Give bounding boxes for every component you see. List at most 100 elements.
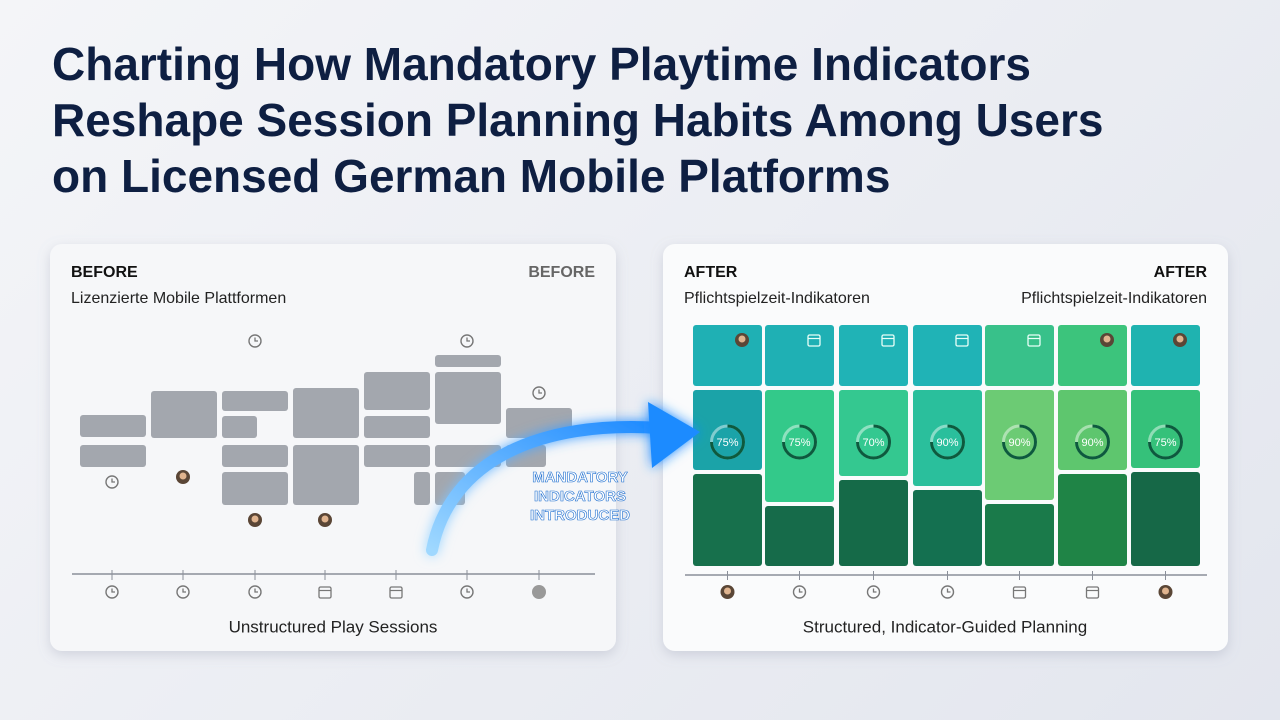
clock-hand — [111, 588, 115, 593]
after-blocks: 75% 75% 70% 90% 90% 90% 75% — [685, 325, 1207, 599]
session-block — [151, 391, 217, 438]
title-line: Charting How Mandatory Playtime Indicato… — [52, 38, 1031, 90]
before-blocks — [72, 334, 595, 599]
avatar-face — [251, 515, 259, 523]
panel-label: AFTER — [684, 264, 738, 281]
clock-icon — [105, 585, 119, 599]
panel-subtitle: Lizenzierte Mobile Plattformen — [71, 290, 286, 307]
plan-block — [1131, 390, 1200, 468]
calendar-icon — [807, 334, 821, 347]
avatar-face — [321, 515, 329, 523]
avatar-face — [179, 472, 187, 480]
arrow-label: INTRODUCED — [530, 507, 630, 524]
panel-caption: Structured, Indicator-Guided Planning — [803, 617, 1087, 636]
session-block — [364, 445, 430, 467]
calendar-icon — [1085, 586, 1100, 599]
session-block — [414, 472, 430, 505]
clock-hand — [798, 588, 803, 593]
calendar-icon — [1027, 334, 1041, 347]
plan-block — [765, 390, 834, 502]
plan-block — [1131, 472, 1200, 566]
progress-arc — [930, 424, 965, 460]
progress-label: 90% — [1008, 437, 1030, 449]
progress-label: 75% — [788, 437, 810, 449]
plan-block — [765, 325, 834, 386]
clock-hand — [111, 478, 115, 483]
plan-block — [985, 504, 1054, 566]
clock-icon — [105, 475, 119, 489]
panel-corner-subtitle: Pflichtspielzeit-Indikatoren — [1021, 290, 1207, 307]
calendar-icon — [389, 586, 403, 599]
plan-block — [1058, 390, 1127, 470]
panel-corner: AFTER — [1154, 264, 1208, 281]
plan-block — [693, 325, 762, 386]
clock-hand — [254, 337, 258, 342]
avatar-face — [738, 335, 746, 343]
progress-arc — [856, 424, 891, 460]
progress-arc — [1075, 424, 1110, 460]
session-block — [222, 445, 288, 467]
plan-block — [839, 325, 908, 386]
clock-hand — [538, 389, 542, 394]
plan-block — [913, 390, 982, 486]
session-block — [293, 445, 359, 505]
plan-block — [839, 390, 908, 476]
calendar-icon — [1012, 586, 1027, 599]
plan-block — [765, 506, 834, 566]
session-block — [222, 391, 288, 411]
avatar-face — [1176, 335, 1184, 343]
panel-label: BEFORE — [71, 264, 138, 281]
clock-icon — [866, 585, 881, 599]
transition-arrow — [426, 421, 666, 556]
progress-arc — [1002, 424, 1037, 460]
avatar-face — [1103, 335, 1111, 343]
progress-label: 90% — [1081, 437, 1103, 449]
session-block — [222, 416, 257, 438]
clock-hand — [946, 588, 951, 593]
session-block — [364, 372, 430, 410]
plan-block — [913, 490, 982, 566]
plan-block — [693, 390, 762, 470]
progress-arc — [782, 424, 817, 460]
clock-icon — [940, 585, 955, 599]
arrow-label: MANDATORY — [532, 469, 628, 486]
clock-hand — [254, 588, 258, 593]
session-block — [222, 472, 288, 505]
title-line: Reshape Session Planning Habits Among Us… — [52, 94, 1103, 146]
progress-label: 75% — [1154, 437, 1176, 449]
calendar-icon — [318, 586, 332, 599]
plan-block — [1058, 474, 1127, 566]
progress-arc — [1148, 424, 1183, 460]
dot-icon — [532, 585, 546, 599]
plan-block — [693, 474, 762, 566]
avatar-face — [1162, 587, 1169, 595]
plan-block — [839, 480, 908, 566]
progress-label: 70% — [862, 437, 884, 449]
panel-corner: BEFORE — [528, 264, 595, 281]
plan-block — [985, 325, 1054, 386]
panel-caption: Unstructured Play Sessions — [229, 617, 438, 636]
clock-icon — [248, 585, 262, 599]
clock-icon — [792, 585, 807, 599]
session-block — [80, 415, 146, 437]
clock-icon — [460, 585, 474, 599]
clock-hand — [466, 337, 470, 342]
plan-block — [1058, 325, 1127, 386]
session-block — [80, 445, 146, 467]
plan-block — [985, 390, 1054, 500]
panel-subtitle: Pflichtspielzeit-Indikatoren — [684, 290, 870, 307]
clock-icon — [176, 585, 190, 599]
calendar-icon — [881, 334, 895, 347]
progress-label: 90% — [936, 437, 958, 449]
calendar-icon — [955, 334, 969, 347]
session-block — [435, 355, 501, 367]
plan-block — [913, 325, 982, 386]
title-line: on Licensed German Mobile Platforms — [52, 150, 890, 202]
clock-icon — [532, 386, 546, 400]
plan-block — [1131, 325, 1200, 386]
clock-hand — [872, 588, 877, 593]
clock-hand — [182, 588, 186, 593]
clock-icon — [460, 334, 474, 348]
progress-arc — [710, 424, 745, 460]
